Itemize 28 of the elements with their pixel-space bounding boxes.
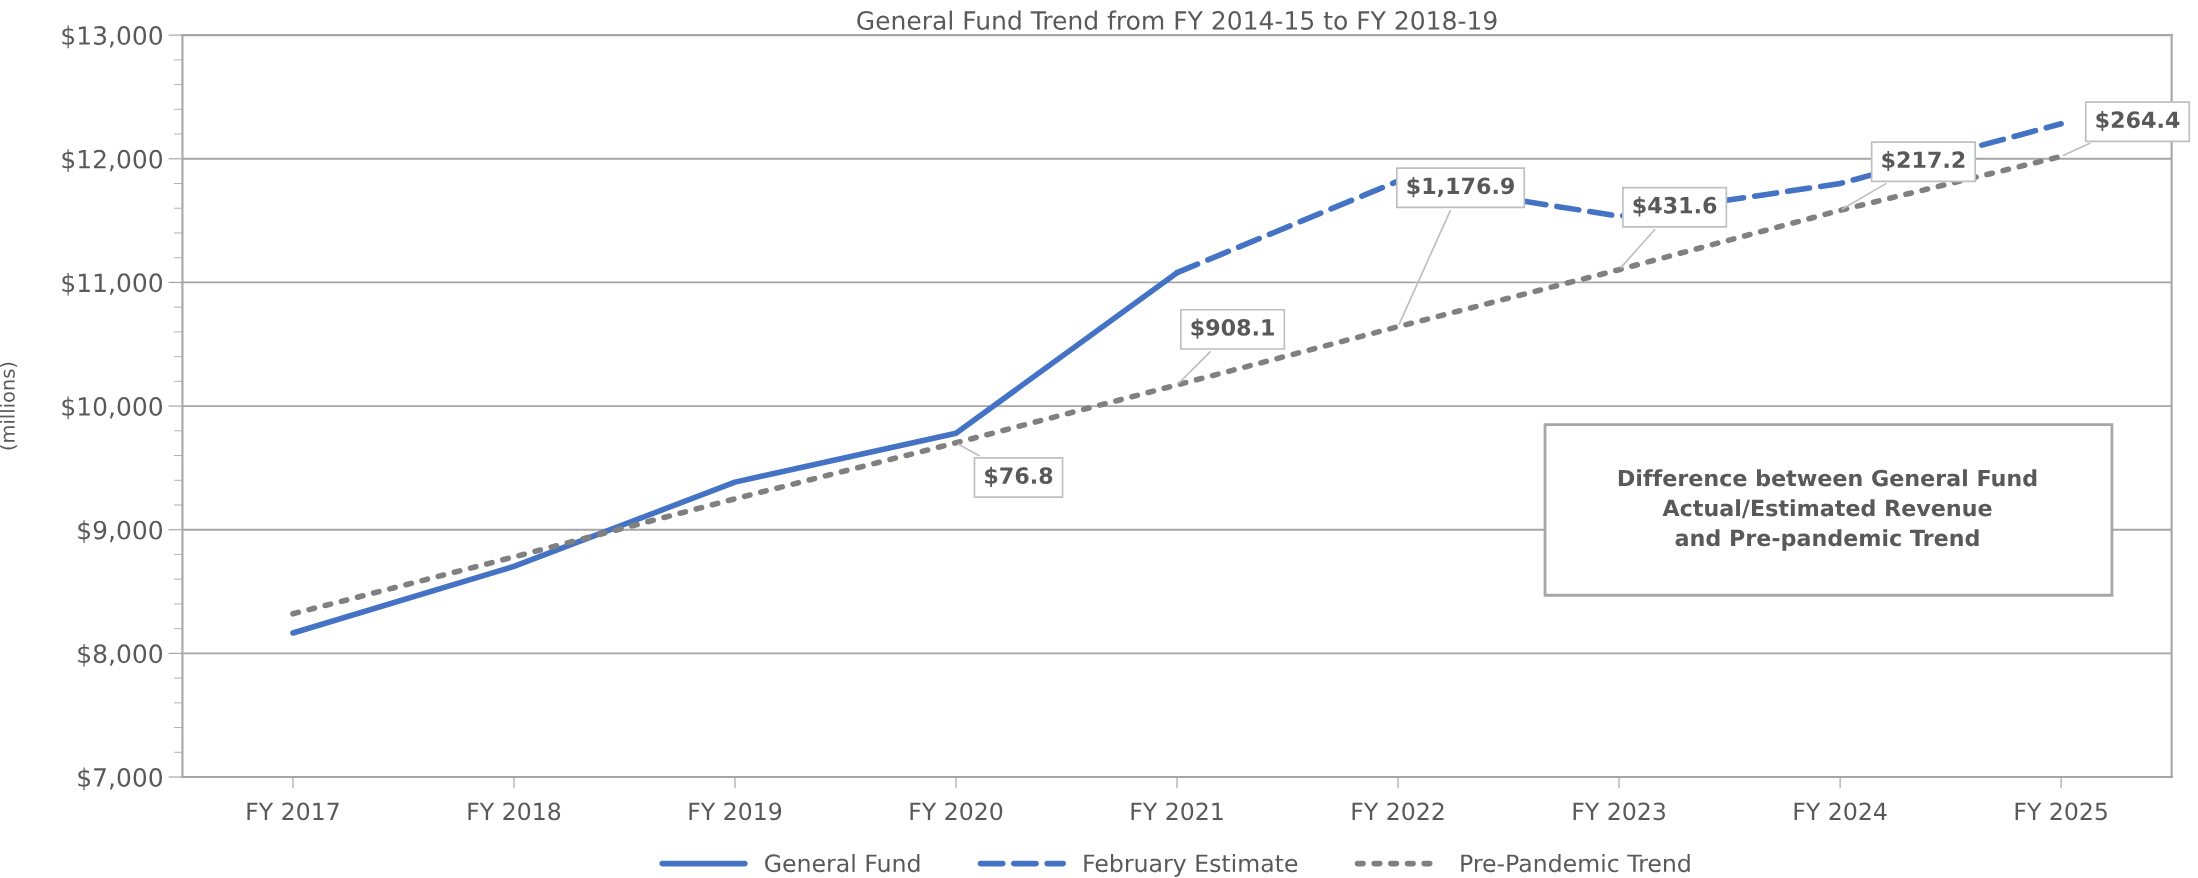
x-tick-label: FY 2017 bbox=[247, 802, 339, 821]
y-tick-label: $9,000 bbox=[78, 520, 163, 543]
y-tick-label: $12,000 bbox=[62, 149, 163, 172]
x-tick-label: FY 2022 bbox=[1352, 802, 1444, 821]
legend-label: February Estimate bbox=[1084, 853, 1298, 877]
annotation: $264.4 bbox=[2096, 110, 2180, 132]
y-tick-label: $13,000 bbox=[62, 25, 163, 49]
x-tick-label: FY 2019 bbox=[689, 802, 782, 821]
y-tick-label: $8,000 bbox=[78, 643, 163, 667]
annotation: $1,176.9 bbox=[1407, 177, 1514, 198]
legend-label: General Fund bbox=[765, 853, 920, 873]
x-tick-label: FY 2025 bbox=[2015, 802, 2107, 821]
x-tick-label: FY 2023 bbox=[1573, 802, 1665, 821]
chart-title: General Fund Trend from FY 2014-15 to FY 2018-19 bbox=[857, 10, 1497, 30]
y-tick-label: $10,000 bbox=[62, 396, 163, 420]
annotation: Difference between General Fund Actual/Estimated Revenue and Pre-pandemic Trend bbox=[1618, 469, 2037, 551]
annotation: $431.6 bbox=[1633, 196, 1717, 217]
legend-label: Pre-Pandemic Trend bbox=[1461, 853, 1690, 873]
y-tick-label: $7,000 bbox=[78, 767, 163, 791]
annotation: $217.2 bbox=[1882, 150, 1965, 172]
y-axis-title: (millions) bbox=[0, 362, 18, 450]
x-tick-label: FY 2020 bbox=[910, 802, 1003, 821]
y-tick-label: $11,000 bbox=[62, 272, 163, 296]
annotation: $908.1 bbox=[1191, 318, 1274, 339]
x-tick-label: FY 2018 bbox=[468, 802, 561, 821]
annotation: $76.8 bbox=[985, 466, 1053, 487]
x-tick-label: FY 2024 bbox=[1794, 802, 1887, 821]
x-tick-label: FY 2021 bbox=[1131, 802, 1223, 821]
